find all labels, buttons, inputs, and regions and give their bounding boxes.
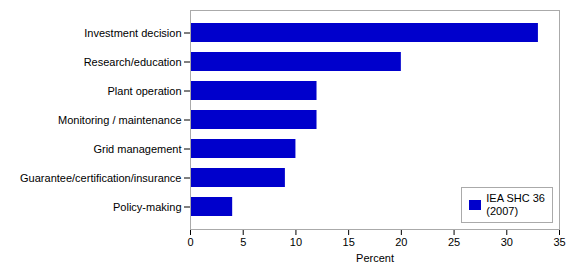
svg-text:Plant operation: Plant operation — [108, 85, 182, 97]
svg-text:20: 20 — [395, 236, 407, 248]
svg-text:30: 30 — [501, 236, 513, 248]
svg-text:Policy-making: Policy-making — [113, 201, 181, 213]
svg-text:Monitoring / maintenance: Monitoring / maintenance — [58, 114, 182, 126]
html-text:IEA SHC 36 (2007): IEA SHC 36 (2007) — [486, 192, 545, 217]
svg-text:Grid management: Grid management — [93, 143, 181, 155]
svg-text:Research/education: Research/education — [84, 56, 182, 68]
svg-text:35: 35 — [553, 236, 565, 248]
svg-text:Guarantee/certification/insura: Guarantee/certification/insurance — [20, 172, 181, 184]
svg-text:0: 0 — [187, 236, 193, 248]
svg-text:5: 5 — [240, 236, 246, 248]
svg-text:10: 10 — [290, 236, 302, 248]
svg-text:25: 25 — [448, 236, 460, 248]
svg-text:Investment decision: Investment decision — [84, 27, 181, 39]
svg-text:Percent: Percent — [356, 252, 394, 264]
svg-text:15: 15 — [343, 236, 355, 248]
